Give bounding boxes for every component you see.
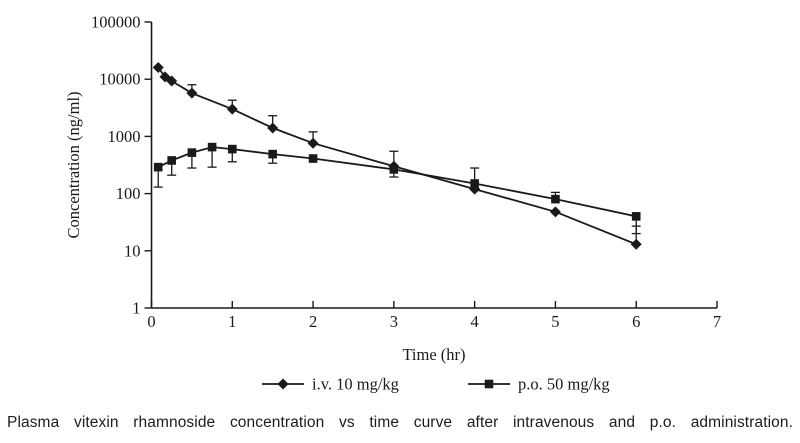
data-point-square (484, 379, 494, 389)
x-tick-label: 1 (228, 312, 236, 331)
data-point-square (207, 142, 217, 152)
y-axis-title: Concentration (ng/ml) (64, 91, 83, 238)
series-square (153, 142, 641, 235)
data-point-square (631, 212, 641, 221)
legend-label: p.o. 50 mg/kg (518, 375, 610, 394)
data-point-diamond (277, 378, 289, 390)
data-point-square (470, 179, 479, 188)
y-tick-label: 10 (124, 241, 141, 260)
y-tick-label: 100 (116, 184, 141, 203)
data-point-diamond (630, 238, 642, 250)
x-tick-label: 0 (147, 312, 155, 331)
x-tick-label: 7 (713, 312, 721, 331)
series-line (157, 66, 637, 246)
legend-item: i.v. 10 mg/kg (262, 375, 399, 394)
y-tick-label: 10000 (99, 70, 140, 89)
data-point-diamond (549, 206, 561, 218)
x-tick-label: 5 (551, 312, 559, 331)
series-diamond (152, 62, 642, 250)
y-tick-label: 1000 (108, 127, 141, 146)
data-point-square (167, 156, 176, 165)
data-point-diamond (307, 137, 319, 149)
data-point-diamond (226, 103, 238, 115)
figure-caption: Plasma vitexin rhamnoside concentration … (7, 414, 793, 431)
data-point-square (268, 149, 277, 159)
x-tick-label: 3 (390, 312, 398, 331)
data-point-diamond (152, 62, 164, 74)
x-tick-label: 2 (309, 312, 317, 331)
x-tick-label: 6 (632, 312, 640, 331)
x-tick-label: 4 (471, 312, 479, 331)
data-point-square (187, 148, 197, 157)
y-tick-label: 1 (132, 299, 140, 318)
series-line (157, 146, 637, 218)
data-point-diamond (267, 122, 279, 134)
data-point-diamond (186, 87, 198, 99)
data-point-square (153, 162, 163, 172)
y-tick-label: 100000 (91, 13, 141, 32)
data-point-square (308, 154, 318, 163)
data-point-diamond (166, 75, 178, 87)
data-point-square (227, 144, 237, 154)
legend-label: i.v. 10 mg/kg (312, 375, 399, 394)
data-point-square (551, 194, 560, 204)
data-point-square (389, 165, 399, 174)
data-series (152, 62, 642, 250)
legend-item: p.o. 50 mg/kg (468, 375, 610, 394)
chart-legend: i.v. 10 mg/kg p.o. 50 mg/kg (262, 375, 610, 394)
x-axis-title: Time (hr) (402, 345, 465, 364)
